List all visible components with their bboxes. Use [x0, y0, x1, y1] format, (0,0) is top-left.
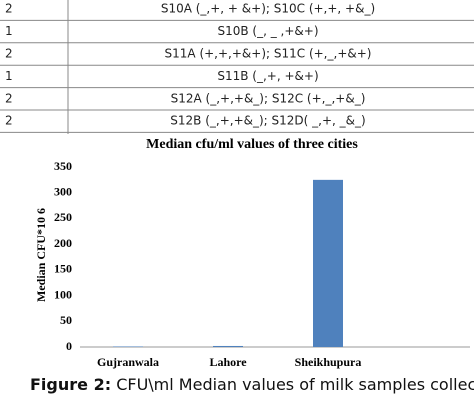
y-axis-label: Median CFU*10 6	[34, 208, 48, 302]
table-cell: 2	[5, 91, 13, 105]
table-cell: 2	[5, 47, 13, 61]
x-tick-label: Lahore	[209, 355, 247, 369]
x-tick-label: Sheikhupura	[295, 355, 362, 369]
table-cell: 1	[5, 69, 13, 83]
y-tick-label: 300	[54, 184, 72, 198]
table-cell: S12B (_,+,+&_); S12D( _,+, _&_)	[170, 114, 365, 128]
table-cell: S12A (_,+,+&_); S12C (+,_,+&_)	[171, 91, 366, 105]
y-tick-label: 0	[66, 339, 72, 353]
table-cell: 2	[5, 114, 13, 128]
bar	[113, 346, 143, 347]
chart-title: Median cfu/ml values of three cities	[146, 137, 358, 152]
x-tick-label: Gujranwala	[97, 355, 159, 369]
y-tick-label: 250	[54, 210, 72, 224]
y-tick-label: 350	[54, 159, 72, 173]
bar	[213, 345, 243, 347]
caption: Figure 2: CFU\ml Median values of milk s…	[30, 375, 474, 394]
table-cell: 2	[5, 2, 13, 16]
y-tick-label: 50	[60, 313, 72, 327]
table-cell: S10B (_, _ ,+&+)	[217, 24, 318, 38]
bar	[313, 179, 343, 347]
table-cell: S10A (_,+, + &+); S10C (+,+, +&_)	[161, 2, 375, 16]
table-cell: S11B (_,+, +&+)	[217, 69, 318, 83]
y-tick-label: 150	[54, 262, 72, 276]
y-tick-label: 200	[54, 236, 72, 250]
table-cell: S11A (+,+,+&+); S11C (+,_,+&+)	[165, 47, 372, 61]
caption-label: Figure 2:	[30, 375, 111, 394]
table-cell: 1	[5, 24, 13, 38]
caption-text: CFU\ml Median values of milk samples col…	[116, 375, 474, 394]
y-tick-label: 100	[54, 287, 72, 301]
